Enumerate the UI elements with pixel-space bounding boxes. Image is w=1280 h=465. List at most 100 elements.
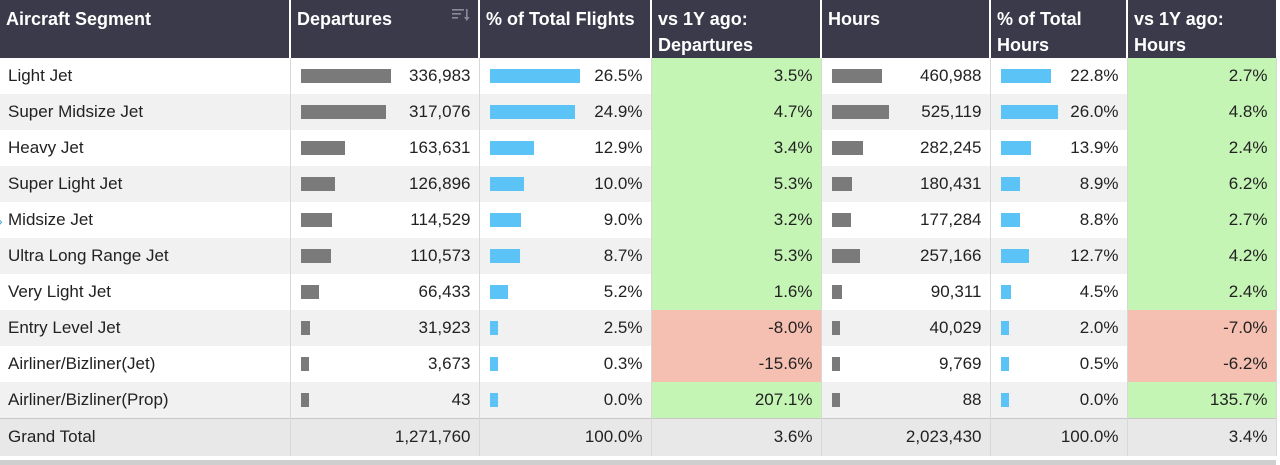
pct-hours-bar bbox=[1000, 249, 1029, 263]
pct-hours-bar bbox=[1000, 393, 1009, 407]
departures-cell-value: 126,896 bbox=[409, 174, 471, 193]
hours-bar bbox=[831, 393, 840, 407]
hours-cell-value: 180,431 bbox=[920, 174, 982, 193]
table-row[interactable]: Midsize Jet 114,529 9.0% 3.2% 177,284 8.8% 2.7… bbox=[0, 202, 1277, 238]
horizontal-scrollbar[interactable] bbox=[0, 460, 1276, 465]
grand-total-hours: 2,023,430 bbox=[821, 417, 991, 456]
table-row[interactable]: Ultra Long Range Jet 110,573 8.7% 5.3% 257,1… bbox=[0, 238, 1277, 274]
table-row[interactable]: Super Light Jet 126,896 10.0% 5.3% 180,431 8.… bbox=[0, 166, 1277, 202]
hours-cell: 9,769 bbox=[821, 346, 991, 382]
segment-name: Ultra Long Range Jet bbox=[0, 238, 291, 274]
pct-hours-cell: 26.0% bbox=[990, 94, 1128, 130]
departures-cell-value: 317,076 bbox=[409, 102, 471, 121]
segment-name: Entry Level Jet bbox=[0, 310, 291, 346]
vs-departures-cell-value: 1.6% bbox=[773, 282, 813, 301]
header-aircraft-segment[interactable]: Aircraft Segment bbox=[0, 0, 291, 58]
departures-cell-value: 336,983 bbox=[409, 66, 471, 85]
header-departures[interactable]: Departures bbox=[290, 0, 480, 58]
departures-cell: 43 bbox=[290, 382, 480, 418]
vs-departures-cell-value: -8.0% bbox=[768, 318, 813, 337]
pct-hours-bar bbox=[1000, 105, 1058, 119]
table-row[interactable]: Very Light Jet 66,433 5.2% 1.6% 90,311 4.5% 2.… bbox=[0, 274, 1277, 310]
table-body: Light Jet 336,983 26.5% 3.5% 460,988 22.8% 2.7… bbox=[0, 58, 1277, 418]
pct-hours-bar bbox=[1000, 141, 1031, 155]
table-row[interactable]: Super Midsize Jet 317,076 24.9% 4.7% 525,119… bbox=[0, 94, 1277, 130]
segment-name-value: Heavy Jet bbox=[8, 138, 84, 157]
departures-cell: 31,923 bbox=[290, 310, 480, 346]
header-pct-total-flights[interactable]: % of Total Flights bbox=[479, 0, 652, 58]
pct-flights-cell: 26.5% bbox=[479, 58, 652, 94]
pct-flights-cell-value: 5.2% bbox=[603, 282, 643, 301]
vs-departures-cell: 1.6% bbox=[651, 274, 822, 310]
segment-name-value: Ultra Long Range Jet bbox=[8, 246, 169, 265]
vs-hours-cell: -7.0% bbox=[1127, 310, 1277, 346]
table-row[interactable]: Entry Level Jet 31,923 2.5% -8.0% 40,029 2.0%… bbox=[0, 310, 1277, 346]
sort-descending-icon[interactable] bbox=[452, 8, 470, 22]
hours-bar bbox=[831, 105, 889, 119]
vs-departures-cell: 3.2% bbox=[651, 202, 822, 238]
pct-flights-cell-value: 9.0% bbox=[603, 210, 643, 229]
segment-name: Super Midsize Jet bbox=[0, 94, 291, 130]
departures-bar bbox=[300, 357, 309, 371]
header-vs-1y-hours[interactable]: vs 1Y ago: Hours bbox=[1127, 0, 1276, 58]
pct-flights-bar bbox=[489, 177, 524, 191]
departures-bar bbox=[300, 249, 331, 263]
pct-hours-cell: 8.8% bbox=[990, 202, 1128, 238]
departures-cell: 3,673 bbox=[290, 346, 480, 382]
vs-departures-cell: 3.4% bbox=[651, 130, 822, 166]
header-vs-1y-departures[interactable]: vs 1Y ago: Departures bbox=[651, 0, 822, 58]
grand-total-label: Grand Total bbox=[0, 417, 291, 456]
departures-cell: 126,896 bbox=[290, 166, 480, 202]
vs-hours-cell: 6.2% bbox=[1127, 166, 1277, 202]
pct-hours-cell: 8.9% bbox=[990, 166, 1128, 202]
departures-cell-value: 114,529 bbox=[410, 210, 471, 229]
header-row: Aircraft Segment Departures % of Total F… bbox=[0, 0, 1276, 58]
grand-total-pct-flights: 100.0% bbox=[479, 417, 652, 456]
hours-cell-value: 525,119 bbox=[921, 102, 982, 121]
header-pct-total-hours[interactable]: % of Total Hours bbox=[990, 0, 1128, 58]
aircraft-segment-table: Aircraft Segment Departures % of Total F… bbox=[0, 0, 1277, 456]
header-hours[interactable]: Hours bbox=[821, 0, 991, 58]
pct-hours-cell-value: 13.9% bbox=[1070, 138, 1119, 157]
table-row[interactable]: Airliner/Bizliner(Prop) 43 0.0% 207.1% 88 0.0… bbox=[0, 382, 1277, 418]
grand-total-vs-departures: 3.6% bbox=[651, 417, 822, 456]
hours-cell-value: 9,769 bbox=[938, 354, 982, 373]
pct-hours-bar bbox=[1000, 213, 1020, 227]
pct-flights-bar bbox=[489, 69, 580, 83]
table-row[interactable]: Light Jet 336,983 26.5% 3.5% 460,988 22.8% 2.7… bbox=[0, 58, 1277, 94]
departures-cell-value: 110,573 bbox=[410, 246, 471, 265]
departures-cell: 66,433 bbox=[290, 274, 480, 310]
pct-flights-bar bbox=[489, 213, 521, 227]
pct-hours-cell-value: 0.0% bbox=[1079, 389, 1119, 409]
grand-total-row: Grand Total 1,271,760 100.0% 3.6% 2,023,… bbox=[0, 417, 1277, 456]
vs-departures-cell-value: 3.5% bbox=[773, 66, 813, 85]
caret-right-icon: › bbox=[0, 213, 3, 229]
vs-hours-cell-value: 2.4% bbox=[1228, 138, 1268, 157]
departures-cell: 114,529 bbox=[290, 202, 480, 238]
vs-departures-cell: 207.1% bbox=[651, 382, 822, 418]
table-row[interactable]: Heavy Jet 163,631 12.9% 3.4% 282,245 13.9% 2.4… bbox=[0, 130, 1277, 166]
vs-hours-cell-value: -6.2% bbox=[1223, 354, 1268, 373]
departures-bar bbox=[300, 393, 309, 407]
hours-cell: 177,284 bbox=[821, 202, 991, 238]
pct-hours-cell: 4.5% bbox=[990, 274, 1128, 310]
table-row[interactable]: Airliner/Bizliner(Jet) 3,673 0.3% -15.6% 9,7… bbox=[0, 346, 1277, 382]
departures-cell-value: 31,923 bbox=[418, 318, 471, 337]
departures-bar bbox=[300, 69, 391, 83]
vs-hours-cell-value: 2.7% bbox=[1228, 66, 1268, 85]
departures-bar bbox=[300, 141, 345, 155]
segment-name-value: Airliner/Bizliner(Prop) bbox=[8, 389, 169, 409]
pct-hours-cell: 0.5% bbox=[990, 346, 1128, 382]
hours-cell: 525,119 bbox=[821, 94, 991, 130]
vs-departures-cell: -8.0% bbox=[651, 310, 822, 346]
vs-departures-cell-value: -15.6% bbox=[758, 354, 813, 373]
pct-hours-cell: 0.0% bbox=[990, 382, 1128, 418]
hours-cell-value: 177,284 bbox=[920, 210, 982, 229]
pct-flights-cell-value: 0.3% bbox=[603, 354, 643, 373]
departures-bar bbox=[300, 321, 310, 335]
hours-bar bbox=[831, 249, 860, 263]
segment-name-value: Airliner/Bizliner(Jet) bbox=[8, 354, 156, 373]
departures-cell: 336,983 bbox=[290, 58, 480, 94]
segment-name-value: Light Jet bbox=[8, 66, 73, 85]
hours-bar bbox=[831, 69, 882, 83]
